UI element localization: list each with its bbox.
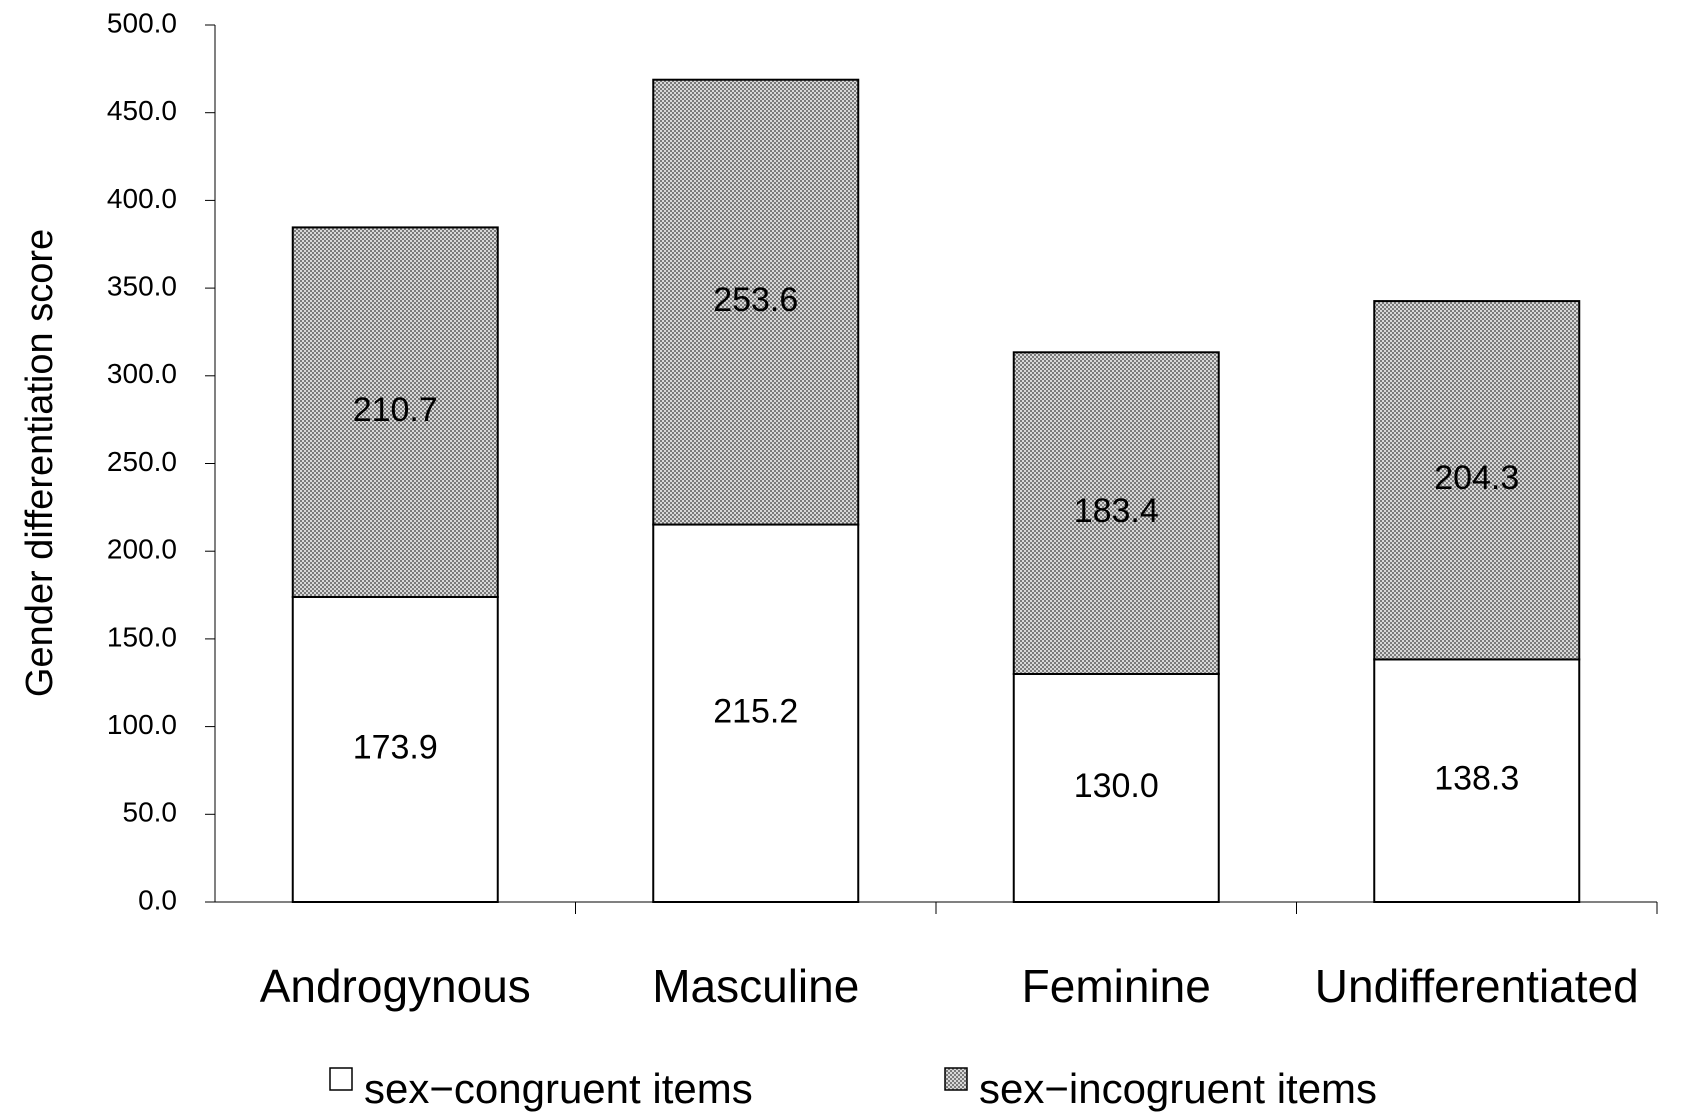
bar-segment — [291, 226, 499, 598]
bar-segment — [652, 78, 860, 526]
value-label: 204.3 — [1434, 459, 1519, 497]
y-tick-label: 300.0 — [107, 358, 177, 389]
x-tick-label: Undifferentiated — [1315, 960, 1639, 1012]
y-tick-label: 400.0 — [107, 183, 177, 214]
legend-label: sex−incogruent items — [979, 1065, 1377, 1112]
bar-segment — [1012, 672, 1220, 903]
y-tick-label: 250.0 — [107, 446, 177, 477]
y-tick-label: 50.0 — [123, 797, 178, 828]
y-tick-label: 150.0 — [107, 621, 177, 652]
y-tick-label: 0.0 — [138, 884, 177, 915]
y-tick-label: 350.0 — [107, 270, 177, 301]
legend-label: sex−congruent items — [364, 1065, 753, 1112]
y-axis-label: Gender differentiation score — [19, 229, 61, 697]
value-label: 138.3 — [1434, 760, 1519, 798]
bar-segment — [652, 523, 860, 903]
value-label: 253.6 — [713, 281, 798, 319]
x-tick-label: Androgynous — [260, 960, 531, 1012]
legend-swatch — [329, 1067, 353, 1091]
value-label: 130.0 — [1074, 767, 1159, 805]
value-label: 173.9 — [353, 728, 438, 766]
y-tick-label: 500.0 — [107, 7, 177, 38]
x-tick-label: Feminine — [1022, 960, 1211, 1012]
bar-segment — [1373, 300, 1581, 661]
y-tick-label: 100.0 — [107, 709, 177, 740]
value-label: 215.2 — [713, 692, 798, 730]
y-tick-label: 200.0 — [107, 534, 177, 565]
x-tick-label: Masculine — [652, 960, 859, 1012]
legend-swatch — [944, 1067, 968, 1091]
value-label: 210.7 — [353, 391, 438, 429]
value-label: 183.4 — [1074, 492, 1159, 530]
bar-segment — [291, 595, 499, 903]
bar-segment — [1012, 351, 1220, 675]
y-tick-label: 450.0 — [107, 95, 177, 126]
